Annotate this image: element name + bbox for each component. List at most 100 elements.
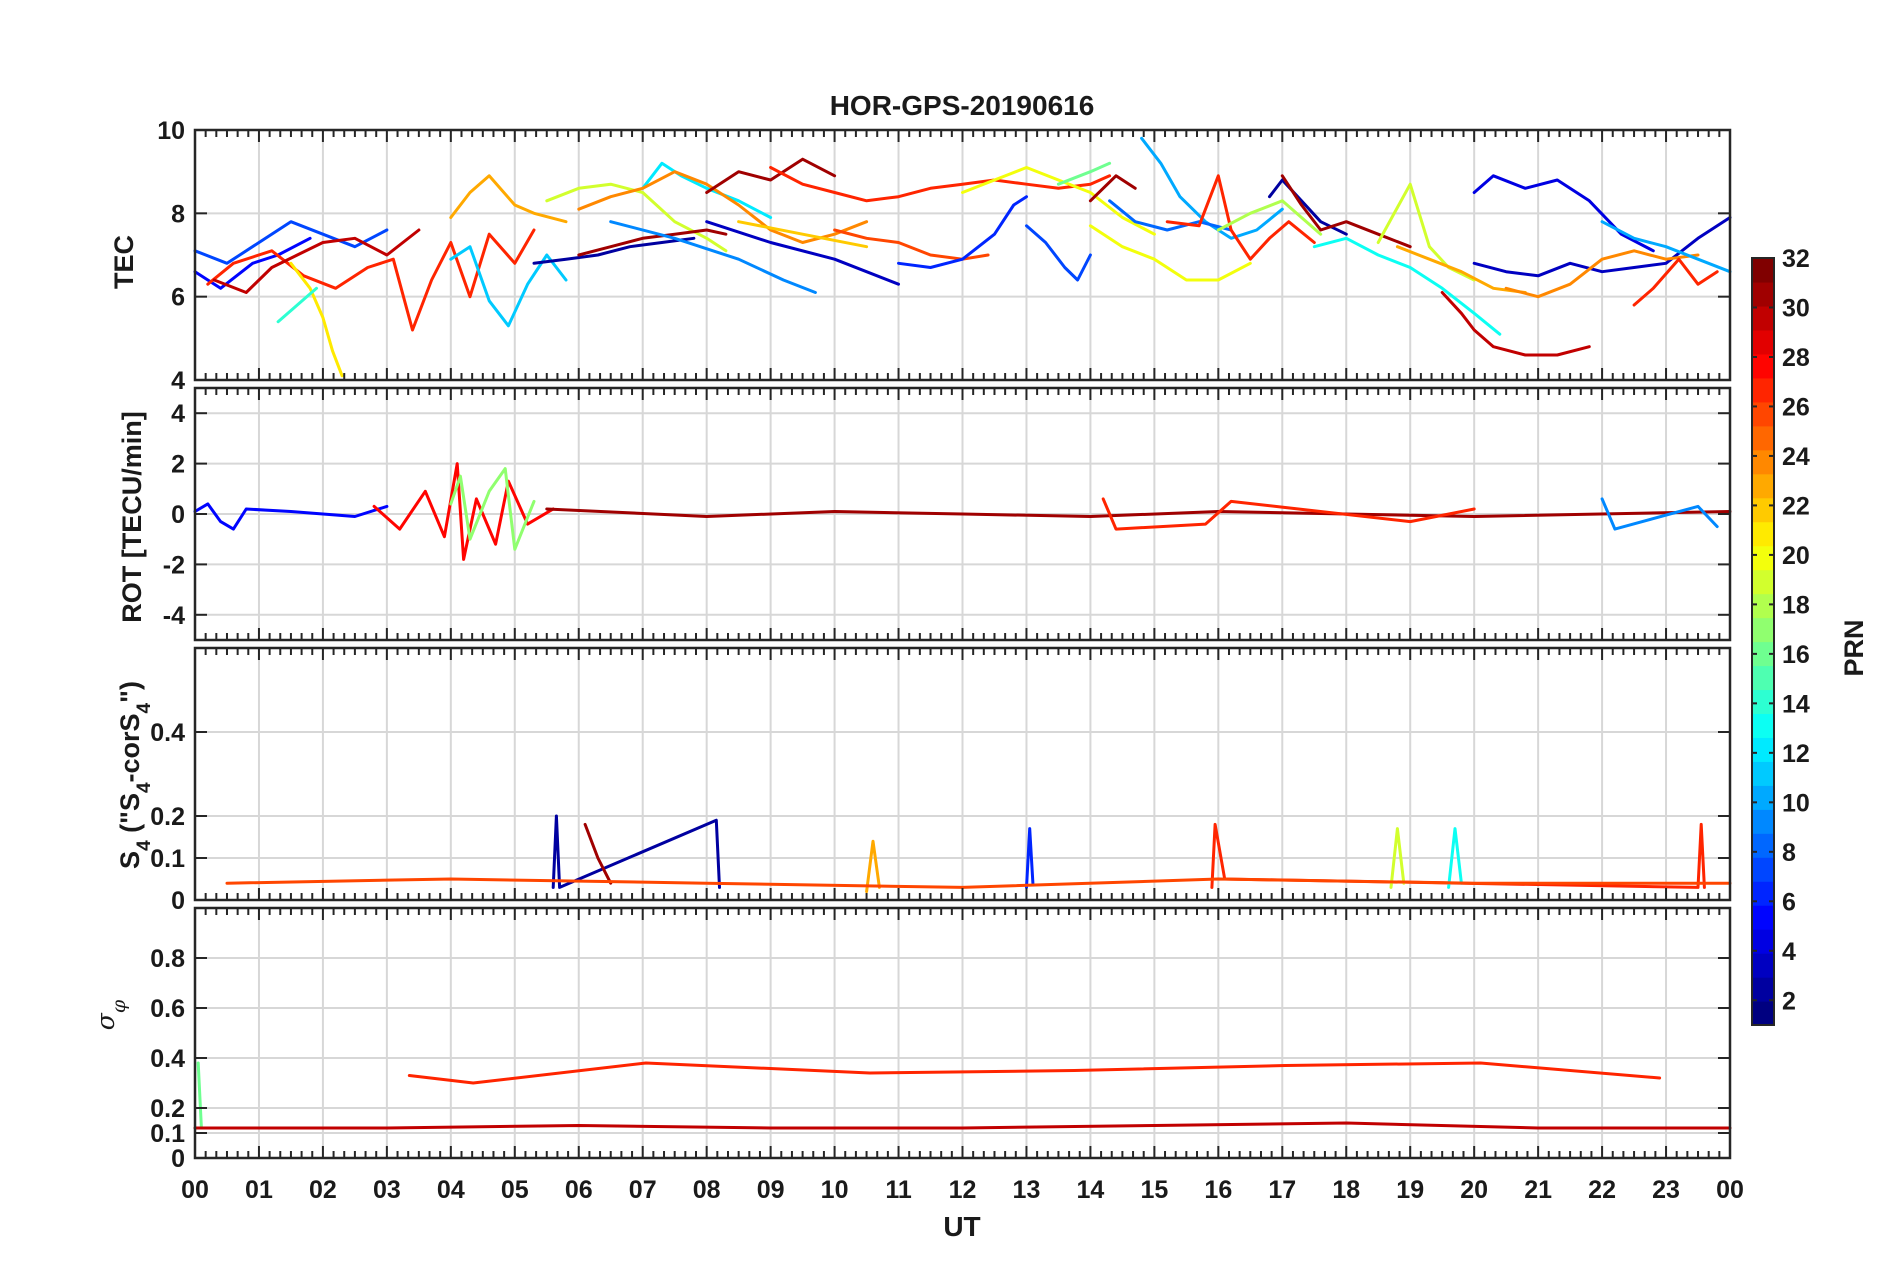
tec-series-line (1108, 199, 1233, 232)
rot-ytick-label: 0 (171, 501, 185, 529)
rot-series-line (449, 467, 536, 551)
tec-series-line (1504, 249, 1700, 299)
tec-series-line (577, 228, 728, 257)
s4-series (225, 814, 1732, 894)
colorbar-tick-label: 26 (1782, 393, 1810, 421)
tec-ytick-label: 10 (157, 117, 185, 145)
x-tick-label: 06 (565, 1176, 593, 1204)
colorbar-swatch (1752, 521, 1774, 547)
colorbar-swatch (1752, 641, 1774, 667)
colorbar-swatch (1752, 665, 1774, 691)
s4-series-line (1389, 827, 1406, 889)
x-tick-label: 22 (1588, 1176, 1616, 1204)
x-axis-label: UT (943, 1211, 980, 1242)
tec-ytick-label: 4 (171, 367, 185, 395)
tec-series-line (1472, 216, 1732, 278)
tec-series-line (641, 161, 773, 219)
x-tick-label: 11 (885, 1176, 912, 1204)
x-tick-label: 23 (1652, 1176, 1680, 1204)
tec-series-line (1165, 174, 1316, 261)
x-tick-label: 08 (693, 1176, 721, 1204)
s4-series-line (1025, 827, 1035, 889)
colorbar-swatch (1752, 353, 1774, 379)
colorbar-tick-label: 10 (1782, 789, 1810, 817)
tec-series-line (609, 220, 817, 294)
x-tick-label: 18 (1332, 1176, 1360, 1204)
tec-series-line (1088, 174, 1137, 203)
sigma_phi-ytick-label: 0 (171, 1145, 185, 1173)
colorbar-tick-label: 20 (1782, 542, 1810, 570)
sigma_phi-ytick-label: 0.2 (150, 1095, 185, 1123)
sigma_phi-ticks (194, 908, 1731, 1158)
sigma_phi-ytick-label: 0.8 (150, 945, 185, 973)
tec-series-line (212, 228, 421, 294)
colorbar-tick-label: 4 (1782, 938, 1796, 966)
colorbar-swatch (1752, 377, 1774, 403)
tec-series-line (449, 174, 568, 224)
x-tick-label: 15 (1140, 1176, 1168, 1204)
s4-ytick-label: 0.1 (150, 845, 185, 873)
s4-panel: 0 0.1 0.2 0.4 (150, 646, 1732, 915)
tec-series-line (1216, 199, 1323, 236)
sigma_phi-series-line (407, 1061, 1662, 1085)
x-tick-label: 00 (1716, 1176, 1744, 1204)
x-tick-label: 09 (757, 1176, 785, 1204)
sigma-phi-panel: 00.10.2 0.4 0.6 0.8 (150, 906, 1732, 1173)
tec-series-line (206, 228, 536, 332)
s4-ytick-label: 0.4 (150, 719, 185, 747)
colorbar-swatch (1752, 329, 1774, 355)
tec-series-line (545, 182, 728, 253)
rot-ytick-label: 4 (171, 400, 185, 428)
tec-series-line (193, 220, 389, 265)
x-tick-label: 17 (1268, 1176, 1296, 1204)
tec-ytick-label: 8 (171, 200, 185, 228)
rot-ylabel: ROT [TECU/min] (117, 411, 147, 622)
colorbar-swatch (1752, 449, 1774, 475)
x-tick-label: 20 (1460, 1176, 1488, 1204)
tec-series-line (1472, 174, 1655, 253)
colorbar-swatch (1752, 905, 1774, 930)
tec-series-line (276, 286, 318, 324)
colorbar-swatch (1752, 713, 1774, 738)
colorbar-swatch (1752, 929, 1774, 954)
colorbar-swatch (1752, 258, 1774, 283)
rot-ytick-label: -2 (163, 551, 185, 579)
x-tick-label: 12 (949, 1176, 977, 1204)
tec-series-line (1440, 291, 1591, 357)
x-tick-label: 05 (501, 1176, 529, 1204)
colorbar-swatch (1752, 977, 1774, 1002)
s4-grid (194, 648, 1731, 901)
chart-title: HOR-GPS-20190616 (830, 90, 1095, 121)
x-tick-label: 03 (373, 1176, 401, 1204)
tec-series-line (1376, 182, 1476, 282)
colorbar-swatch (1752, 761, 1774, 786)
tec-series-line (193, 236, 312, 290)
colorbar-swatch (1752, 881, 1774, 906)
colorbar-tick-label: 28 (1782, 344, 1810, 372)
colorbar-swatch (1752, 785, 1774, 810)
x-tick-label: 07 (629, 1176, 657, 1204)
rot-series-line (1101, 497, 1476, 531)
tec-ticks (194, 130, 1731, 380)
rot-series (193, 462, 1732, 561)
colorbar-tick-label: 24 (1782, 443, 1810, 471)
rot-ytick-label: 2 (171, 451, 185, 479)
colorbar-swatch (1752, 497, 1774, 523)
sigma_phi-series-line (196, 1061, 203, 1130)
tec-series-line (1025, 224, 1092, 282)
s4-series-line (1447, 827, 1463, 889)
rot-ytick-label: -4 (163, 602, 185, 630)
s4-series-line (865, 839, 881, 894)
tec-series-line (1280, 174, 1412, 249)
x-tick-label: 02 (309, 1176, 337, 1204)
x-tick-label: 19 (1396, 1176, 1424, 1204)
s4-ytick-label: 0 (171, 887, 185, 915)
x-tick-label: 14 (1077, 1176, 1105, 1204)
tec-series-line (1395, 245, 1527, 294)
s4-ytick-label: 0.2 (150, 803, 185, 831)
colorbar-swatch (1752, 545, 1774, 571)
tec-ytick-label: 6 (171, 284, 185, 312)
tec-series-line (1140, 136, 1284, 240)
colorbar-swatch (1752, 833, 1774, 858)
